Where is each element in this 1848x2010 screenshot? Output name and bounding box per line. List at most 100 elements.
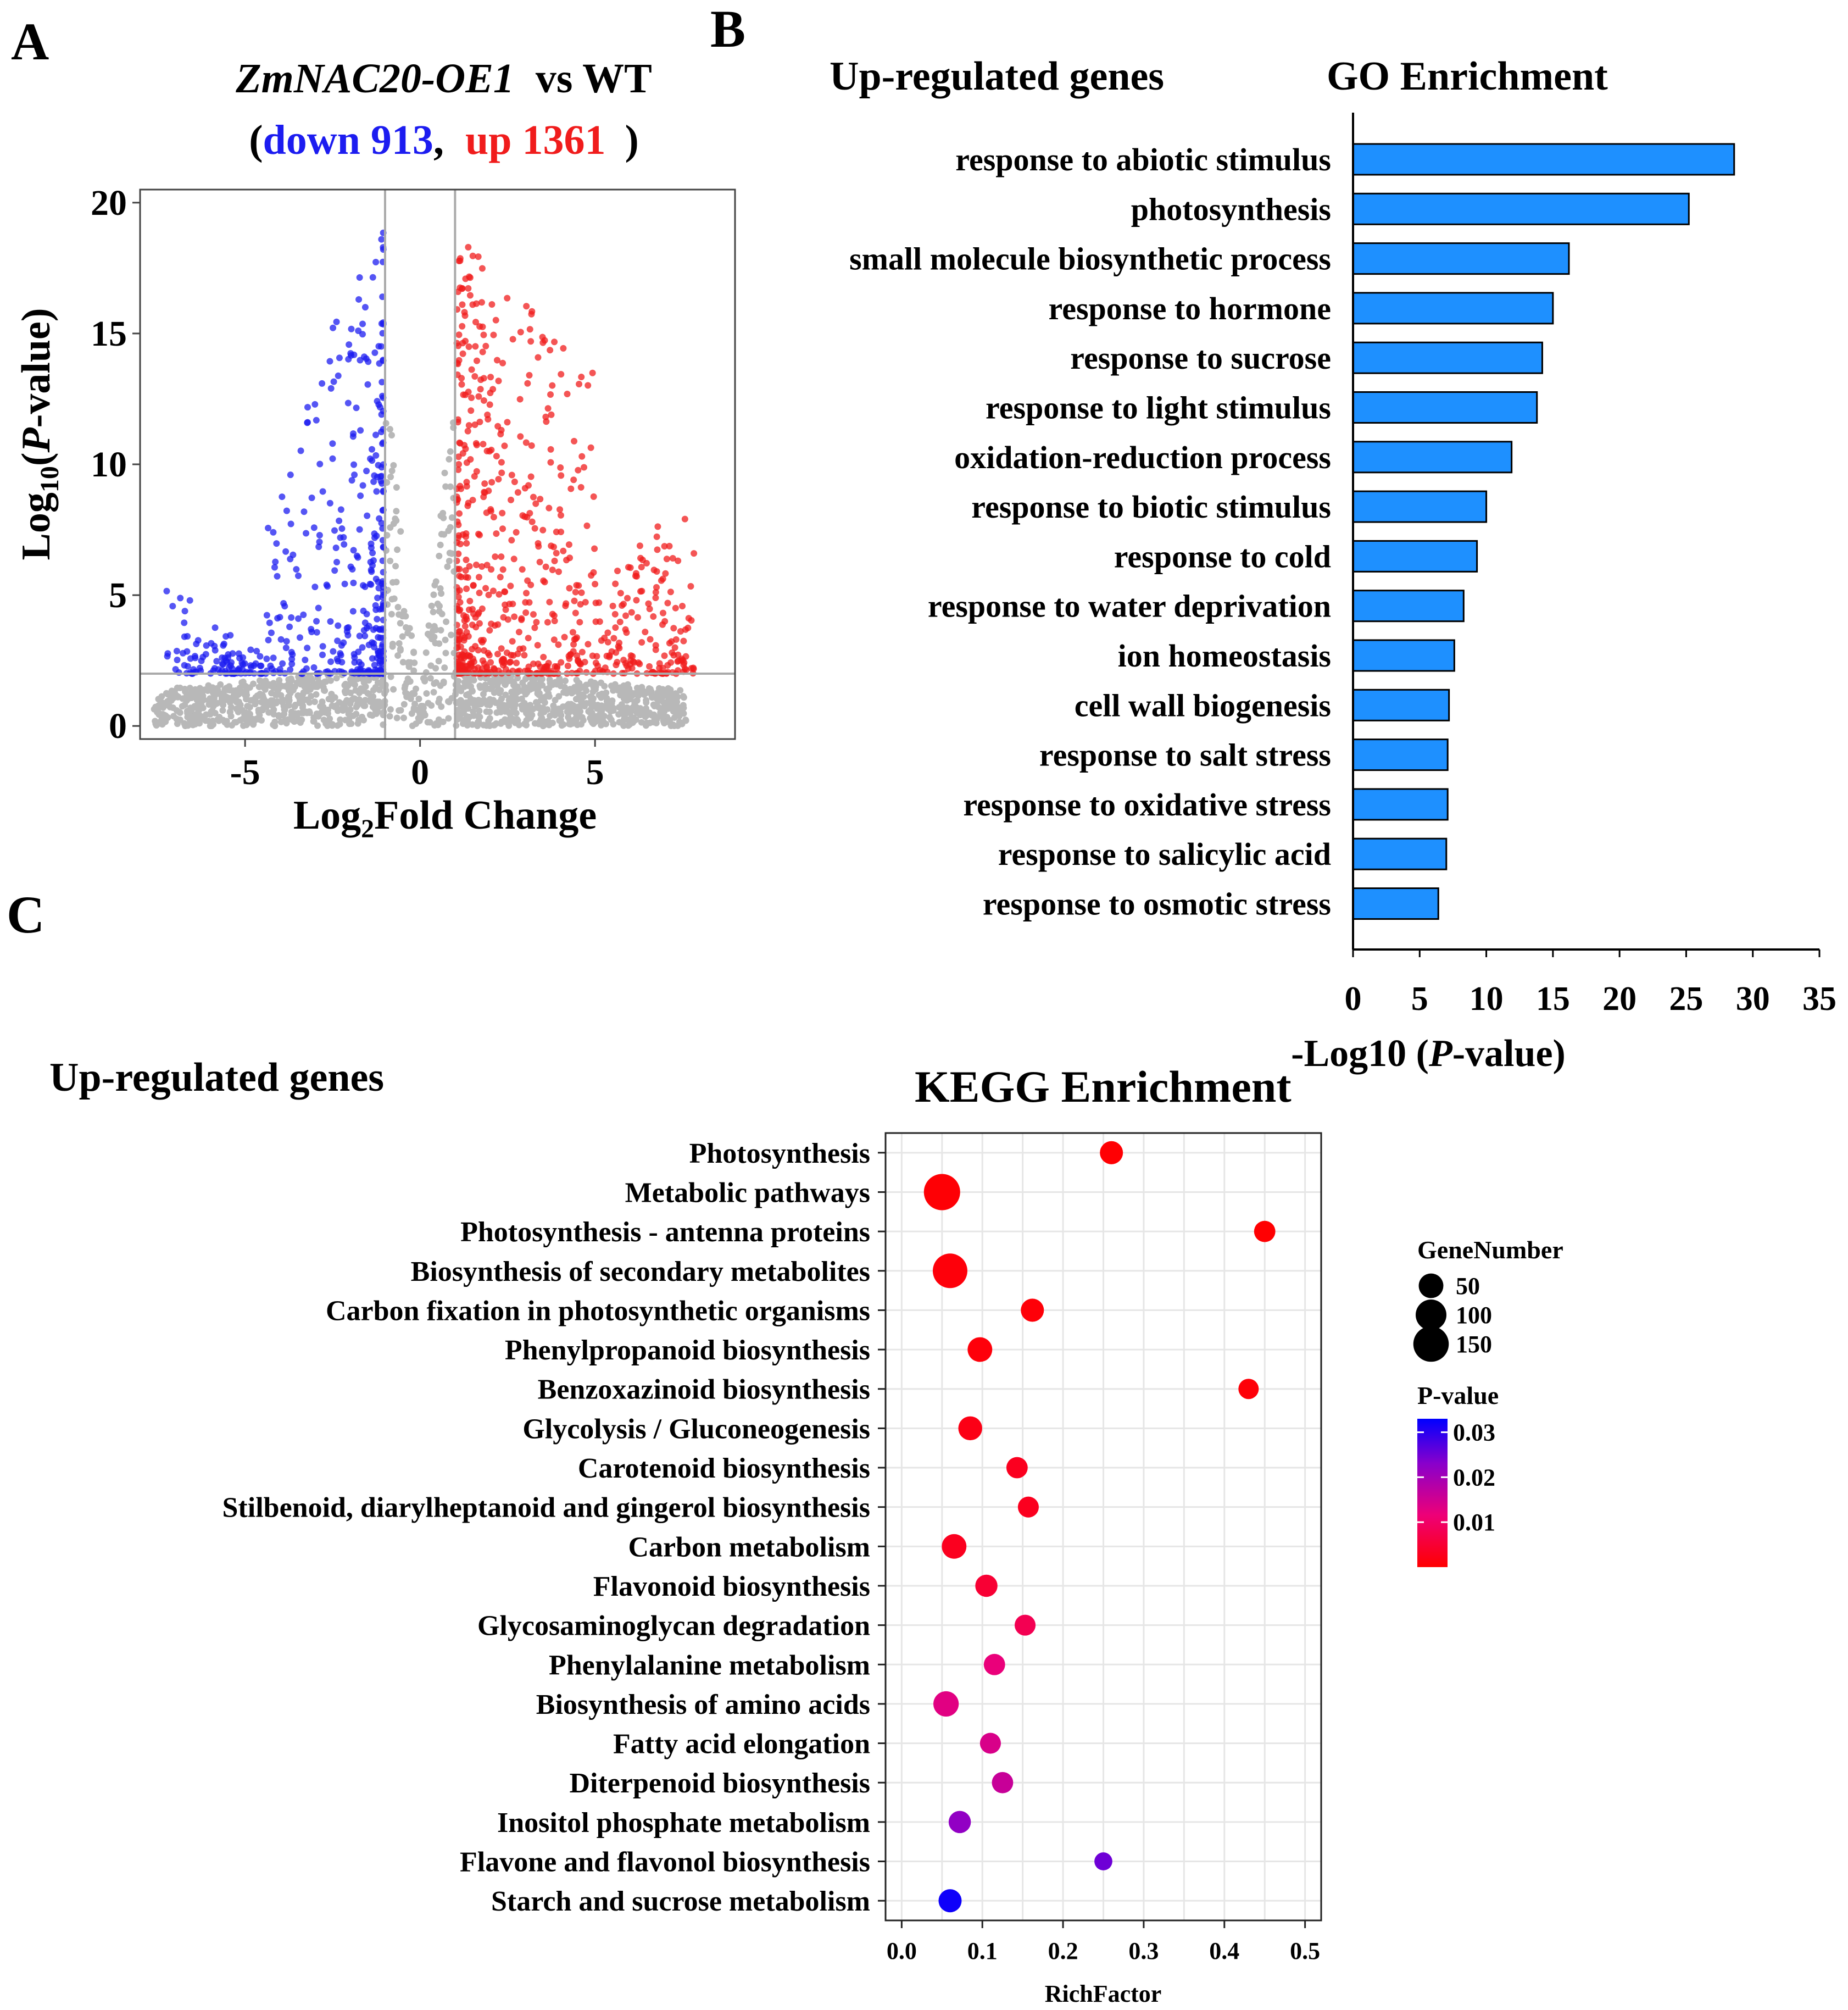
volcano-point-down xyxy=(344,399,352,407)
volcano-point-up xyxy=(475,253,482,260)
volcano-point-up xyxy=(480,397,487,404)
volcano-point-up xyxy=(670,625,677,632)
volcano-point-ns xyxy=(355,696,363,703)
volcano-point-up xyxy=(653,533,660,540)
go-bar xyxy=(1352,192,1690,225)
volcano-point-ns xyxy=(188,694,195,701)
volcano-point-up xyxy=(463,533,470,540)
go-category-label: response to oxidative stress xyxy=(963,787,1331,823)
volcano-point-ns xyxy=(308,693,315,700)
volcano-point-ns xyxy=(405,663,413,670)
go-category-label: response to cold xyxy=(1114,538,1331,574)
volcano-point-up xyxy=(472,440,480,447)
go-xlabel-pre: -Log10 ( xyxy=(1291,1032,1429,1075)
volcano-point-up xyxy=(472,319,480,326)
volcano-point-ns xyxy=(547,712,554,719)
volcano-point-down xyxy=(374,595,381,602)
volcano-point-up xyxy=(524,514,531,521)
volcano-point-up xyxy=(522,439,530,446)
volcano-point-down xyxy=(289,651,296,658)
volcano-point-ns xyxy=(430,608,437,615)
volcano-point-ns xyxy=(186,685,193,692)
volcano-point-ns xyxy=(370,686,377,693)
volcano-subtitle: (down 913, up 1361 ) xyxy=(249,117,639,163)
volcano-point-ns xyxy=(446,456,453,463)
volcano-point-up xyxy=(650,613,657,620)
volcano-point-up xyxy=(488,301,496,308)
volcano-point-ns xyxy=(415,695,422,702)
volcano-point-up xyxy=(475,647,482,654)
volcano-point-up xyxy=(455,453,462,460)
volcano-point-ns xyxy=(476,707,483,714)
volcano-point-ns xyxy=(290,713,297,720)
volcano-point-up xyxy=(521,652,528,659)
volcano-point-up xyxy=(498,553,505,560)
volcano-point-up xyxy=(533,619,540,626)
volcano-point-down xyxy=(356,526,363,533)
volcano-point-down xyxy=(288,660,296,668)
volcano-point-up xyxy=(509,336,516,343)
kegg-point xyxy=(1006,1457,1028,1479)
volcano-point-up xyxy=(658,577,665,584)
volcano-point-up xyxy=(602,664,609,671)
volcano-xlabel-log: Log xyxy=(293,793,361,838)
volcano-point-up xyxy=(551,557,558,564)
volcano-point-down xyxy=(336,517,343,524)
kegg-x-tick-label: 0.4 xyxy=(1209,1937,1239,1964)
volcano-point-ns xyxy=(487,679,494,686)
volcano-point-ns xyxy=(666,717,673,724)
volcano-point-ns xyxy=(615,710,622,718)
volcano-point-ns xyxy=(541,699,548,706)
volcano-point-ns xyxy=(356,717,363,724)
volcano-down-points xyxy=(163,229,387,677)
volcano-point-ns xyxy=(408,632,415,639)
volcano-point-ns xyxy=(300,679,307,686)
volcano-point-down xyxy=(351,471,358,479)
volcano-point-up xyxy=(687,583,694,590)
volcano-point-up xyxy=(528,442,535,449)
volcano-point-ns xyxy=(396,707,403,714)
volcano-point-ns xyxy=(410,649,418,656)
volcano-point-down xyxy=(304,404,311,411)
volcano-point-down xyxy=(327,385,335,392)
kegg-pathway-label: Carotenoid biosynthesis xyxy=(578,1453,870,1484)
volcano-point-up xyxy=(464,652,471,659)
volcano-point-ns xyxy=(592,718,599,725)
volcano-point-up xyxy=(481,647,488,654)
volcano-point-down xyxy=(368,446,375,453)
volcano-point-up xyxy=(567,485,575,492)
kegg-point xyxy=(1100,1141,1123,1164)
panel-label-b: B xyxy=(710,0,745,58)
volcano-point-up xyxy=(542,413,549,420)
volcano-point-up xyxy=(671,644,678,651)
volcano-point-up xyxy=(681,515,688,523)
volcano-point-ns xyxy=(436,602,443,609)
volcano-point-down xyxy=(213,658,220,665)
go-bar xyxy=(1352,837,1448,870)
volcano-point-up xyxy=(498,645,505,652)
volcano-point-ns xyxy=(556,717,563,724)
color-legend-label: 0.02 xyxy=(1453,1464,1495,1491)
kegg-x-tick-label: 0.0 xyxy=(887,1937,917,1964)
volcano-point-up xyxy=(540,653,547,660)
volcano-point-ns xyxy=(218,696,225,703)
volcano-point-up xyxy=(546,598,553,606)
volcano-point-ns xyxy=(665,685,672,692)
volcano-point-down xyxy=(222,633,230,640)
volcano-point-ns xyxy=(416,717,423,724)
volcano-point-down xyxy=(337,506,344,513)
volcano-point-ns xyxy=(183,708,191,715)
volcano-point-ns xyxy=(671,695,678,702)
volcano-point-ns xyxy=(447,524,454,531)
volcano-point-ns xyxy=(465,691,472,698)
volcano-point-ns xyxy=(421,712,428,719)
volcano-point-down xyxy=(186,597,193,604)
volcano-point-up xyxy=(581,464,588,471)
volcano-point-up xyxy=(495,377,502,385)
volcano-point-up xyxy=(528,308,536,315)
volcano-point-down xyxy=(347,563,354,570)
volcano-point-ns xyxy=(170,688,177,695)
go-x-tick-label: 20 xyxy=(1602,980,1637,1018)
volcano-point-ns xyxy=(396,611,403,618)
